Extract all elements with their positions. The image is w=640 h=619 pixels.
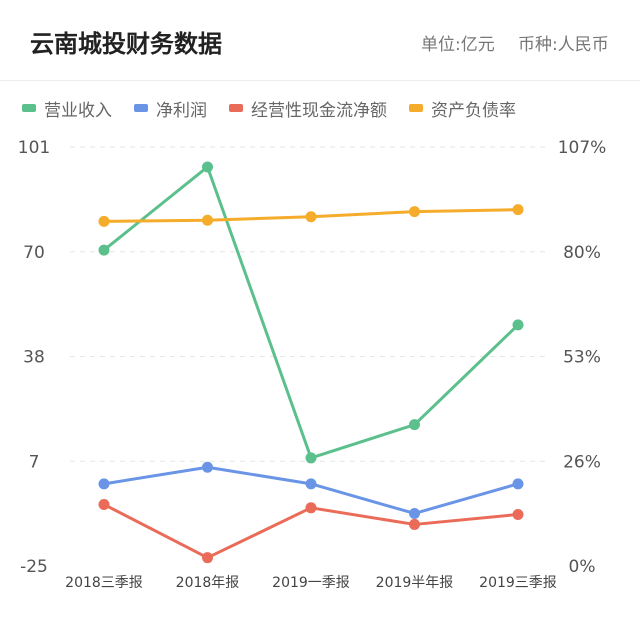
data-point bbox=[202, 214, 213, 226]
data-point bbox=[512, 478, 524, 490]
data-point bbox=[409, 507, 420, 519]
legend-swatch bbox=[409, 104, 423, 112]
data-point bbox=[98, 244, 110, 256]
data-point bbox=[305, 478, 317, 490]
data-point bbox=[305, 211, 317, 223]
data-point bbox=[202, 461, 213, 473]
legend-item: 营业收入 bbox=[22, 96, 112, 121]
legend-swatch bbox=[229, 104, 243, 112]
data-point bbox=[512, 204, 524, 216]
chart-legend: 营业收入 净利润 经营性现金流净额 资产负债率 bbox=[22, 96, 538, 121]
unit-label: 单位:亿元 bbox=[421, 35, 495, 55]
y-right-tick-label: 26% bbox=[563, 452, 601, 472]
y-left-tick-label: 38 bbox=[23, 348, 45, 368]
data-point bbox=[305, 502, 317, 514]
x-tick-label: 2018年报 bbox=[176, 575, 240, 591]
y-left-tick-label: -25 bbox=[20, 557, 48, 577]
data-point bbox=[202, 552, 213, 564]
y-right-tick-label: 53% bbox=[563, 348, 601, 368]
data-point bbox=[409, 518, 420, 530]
legend-swatch bbox=[134, 104, 148, 112]
x-tick-label: 2019半年报 bbox=[376, 575, 454, 591]
data-point bbox=[98, 498, 110, 510]
legend-item: 资产负债率 bbox=[409, 96, 516, 121]
data-point bbox=[305, 452, 317, 464]
legend-label: 营业收入 bbox=[44, 100, 112, 121]
y-left-tick-label: 7 bbox=[29, 452, 40, 472]
legend-label: 经营性现金流净额 bbox=[251, 100, 387, 121]
y-left-tick-label: 101 bbox=[18, 138, 50, 158]
page-title: 云南城投财务数据 bbox=[30, 30, 222, 58]
legend-swatch bbox=[22, 104, 36, 112]
y-right-tick-label: 80% bbox=[563, 243, 601, 263]
data-point bbox=[409, 419, 420, 431]
data-point bbox=[409, 206, 420, 218]
chart-header: 云南城投财务数据 单位:亿元 币种:人民币 bbox=[0, 0, 640, 81]
data-point bbox=[98, 215, 110, 227]
data-point bbox=[512, 508, 524, 520]
legend-item: 经营性现金流净额 bbox=[229, 96, 387, 121]
legend-label: 净利润 bbox=[156, 100, 207, 121]
legend-label: 资产负债率 bbox=[431, 100, 516, 121]
y-right-tick-label: 0% bbox=[569, 557, 596, 577]
x-tick-label: 2019一季报 bbox=[272, 575, 350, 591]
x-tick-label: 2019三季报 bbox=[479, 575, 557, 591]
data-point bbox=[202, 161, 213, 173]
currency-label: 币种:人民币 bbox=[518, 35, 609, 55]
data-point bbox=[98, 478, 110, 490]
y-left-tick-label: 70 bbox=[23, 243, 45, 263]
y-right-tick-label: 107% bbox=[558, 138, 607, 158]
x-tick-label: 2018三季报 bbox=[65, 575, 143, 591]
legend-item: 净利润 bbox=[134, 96, 207, 121]
data-point bbox=[512, 319, 524, 331]
